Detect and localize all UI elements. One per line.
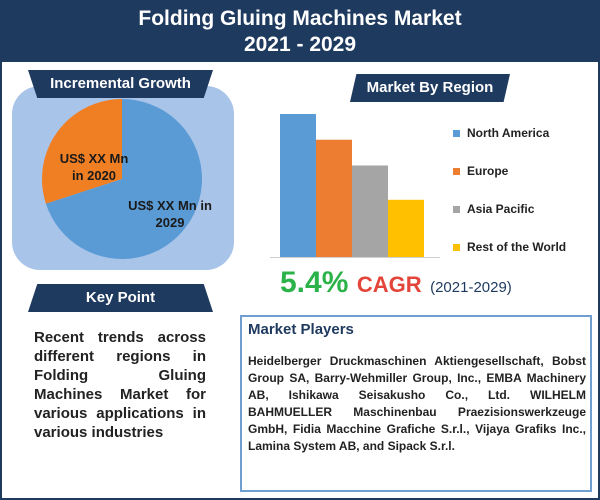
bar-chart (270, 114, 440, 258)
incremental-growth-banner: Incremental Growth (28, 70, 213, 98)
pie-slice-2020 (41, 99, 122, 204)
pie-label-2020: US$ XX Mn in 2020 (59, 151, 129, 183)
legend-item: Asia Pacific (453, 190, 566, 228)
key-point-text: Recent trends across different regions i… (34, 329, 206, 441)
market-players-text: Heidelberger Druckmaschinen Aktiengesell… (248, 354, 586, 453)
bar-europe (316, 139, 352, 257)
legend-label: Asia Pacific (467, 202, 535, 216)
title-line-2: 2021 - 2029 (243, 33, 357, 56)
cagr-line: 5.4% CAGR (2021-2029) (280, 266, 512, 300)
market-by-region-banner: Market By Region (350, 74, 510, 102)
cagr-period: (2021-2029) (430, 279, 512, 296)
bar-north-america (280, 114, 316, 257)
page-title: Folding Gluing Machines Market 2021 - 20… (2, 2, 598, 62)
legend-swatch (453, 167, 460, 175)
market-players-box: Market Players Heidelberger Druckmaschin… (240, 315, 592, 492)
legend-item: Rest of the World (453, 228, 566, 266)
pie-chart (41, 99, 202, 259)
title-line-1: Folding Gluing Machines Market (138, 7, 462, 30)
market-players-title: Market Players (248, 321, 354, 338)
bar-legend: North America Europe Asia Pacific Rest of t… (453, 114, 566, 266)
pie-slice-2029 (45, 99, 202, 259)
legend-swatch (453, 129, 460, 137)
legend-label: North America (467, 126, 550, 140)
bar-rest-of-the-world (388, 199, 424, 257)
pie-label-2029: US$ XX Mn in 2029 (128, 198, 212, 230)
legend-item: North America (453, 114, 566, 152)
cagr-value: 5.4% (280, 266, 349, 299)
legend-label: Rest of the World (467, 240, 567, 254)
bar-asia-pacific (352, 165, 388, 257)
key-point-banner: Key Point (28, 284, 213, 312)
legend-swatch (453, 205, 460, 213)
cagr-label: CAGR (356, 272, 422, 297)
legend-item: Europe (453, 152, 566, 190)
legend-label: Europe (467, 164, 509, 178)
legend-swatch (453, 243, 460, 251)
